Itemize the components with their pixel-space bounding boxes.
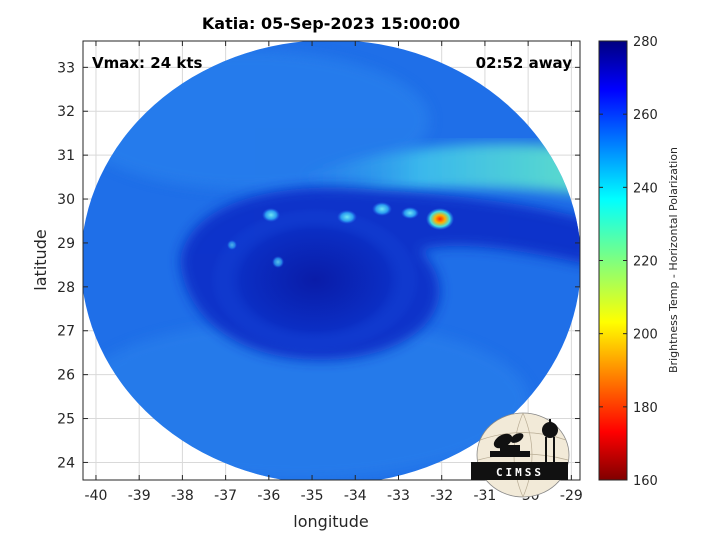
cimss-logo: CIMSS — [471, 412, 570, 498]
y-tick-label: 32 — [57, 104, 75, 120]
y-axis-label: latitude — [31, 229, 50, 290]
y-tick-label: 24 — [57, 455, 75, 471]
y-tick-label: 30 — [57, 192, 75, 208]
y-tick-label: 31 — [57, 148, 75, 164]
x-tick-label: -34 — [344, 488, 367, 504]
colorbar: 160 180 200 220 240 260 280 Brightness Temp - … — [598, 35, 680, 489]
y-tick-label: 28 — [57, 280, 75, 296]
colorbar-ticks: 160 180 200 220 240 260 280 — [599, 35, 658, 489]
convective-cell — [337, 210, 357, 224]
colorbar-tick-label: 160 — [633, 474, 658, 489]
colorbar-tick-label: 260 — [633, 108, 658, 123]
x-tick-label: -36 — [257, 488, 280, 504]
colorbar-tick-label: 220 — [633, 255, 658, 270]
figure-title: Katia: 05-Sep-2023 15:00:00 — [202, 14, 460, 33]
swath-south-texture — [83, 320, 530, 480]
colorbar-label: Brightness Temp - Horizontal Polarizatio… — [667, 147, 680, 373]
x-axis-label: longitude — [293, 512, 368, 531]
x-tick-label: -29 — [560, 488, 583, 504]
x-tick-label: -35 — [301, 488, 324, 504]
x-tick-label: -31 — [473, 488, 496, 504]
x-tick-label: -32 — [430, 488, 453, 504]
north-cloud-band — [300, 144, 580, 200]
x-tick-label: -37 — [214, 488, 237, 504]
convective-cell — [272, 256, 284, 268]
x-tick-labels: -40-39-38-37-36-35-34-33-32-31-30-29 — [85, 488, 583, 504]
logo-text: CIMSS — [496, 466, 544, 479]
colorbar-tick-label: 240 — [633, 181, 658, 196]
colorbar-tick-label: 200 — [633, 328, 658, 343]
y-tick-label: 33 — [57, 60, 75, 76]
x-tick-label: -38 — [171, 488, 194, 504]
axis-ticks — [83, 41, 580, 480]
x-tick-label: -40 — [85, 488, 108, 504]
convective-cell — [262, 208, 280, 222]
convective-cell — [372, 202, 392, 216]
y-tick-label: 27 — [57, 324, 75, 340]
time-away-label: 02:52 away — [476, 54, 573, 72]
convective-cell — [227, 240, 237, 250]
y-tick-labels: 24 25 26 27 28 29 30 31 32 33 — [57, 60, 75, 471]
convective-hot-spot — [426, 208, 454, 230]
storm-core — [210, 208, 420, 352]
logo-banner — [471, 462, 568, 480]
colorbar-bar — [598, 40, 628, 481]
axes-frame — [82, 40, 581, 481]
x-tick-label: -33 — [387, 488, 410, 504]
y-tick-label: 26 — [57, 368, 75, 384]
x-tick-label: -39 — [128, 488, 151, 504]
colorbar-tick-label: 180 — [633, 401, 658, 416]
y-tick-label: 25 — [57, 412, 75, 428]
logo-water-tower-icon — [542, 419, 558, 462]
y-tick-label: 29 — [57, 236, 75, 252]
vmax-label: Vmax: 24 kts — [92, 54, 202, 72]
colorbar-tick-label: 280 — [633, 35, 658, 50]
logo-satellite-dish-icon — [490, 433, 530, 457]
convective-cell — [401, 207, 419, 219]
